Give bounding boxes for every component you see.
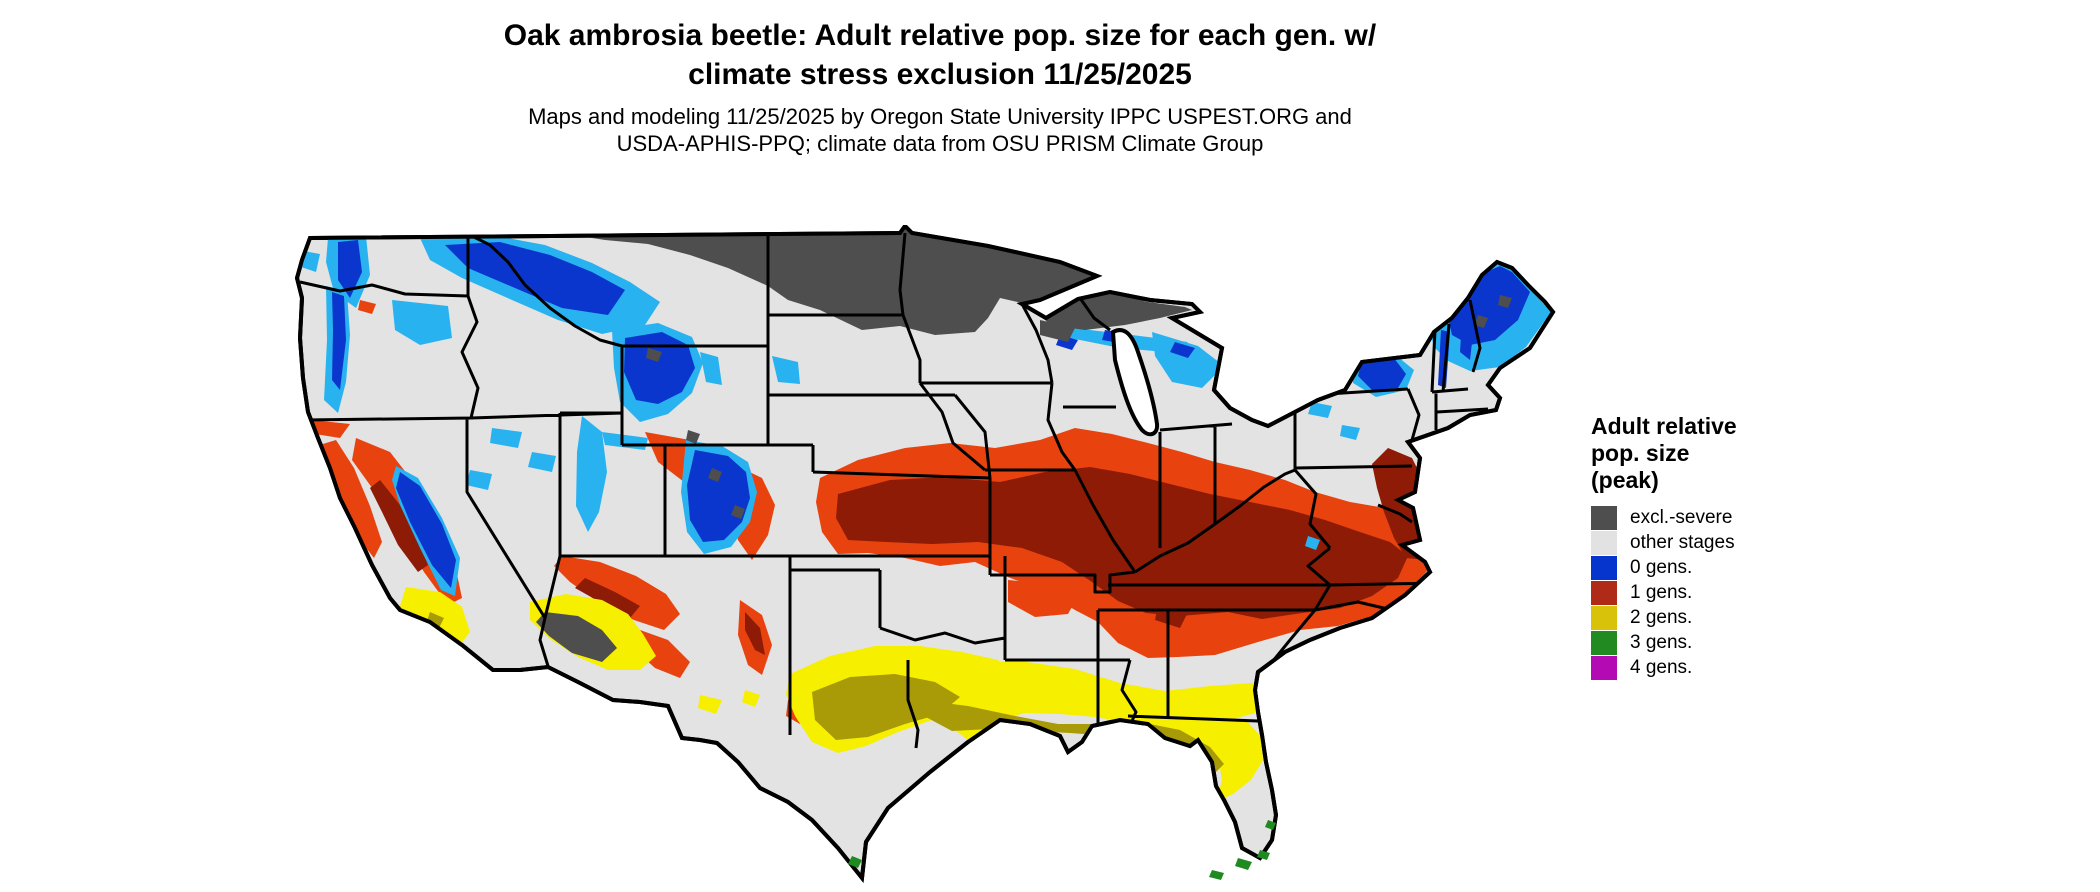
legend-swatch-0-gens: [1591, 555, 1617, 580]
state-borders: [299, 232, 1489, 749]
legend-title-line2: pop. size: [1591, 440, 1690, 466]
legend-label: excl.-severe: [1630, 506, 1733, 528]
lake-michigan: [1110, 328, 1160, 437]
us-map-svg: [295, 224, 1555, 880]
legend-item-3-gens: 3 gens.: [1591, 630, 1891, 655]
regions-1-gens-dark: [370, 448, 1428, 655]
legend: Adult relative pop. size (peak) excl.-se…: [1591, 413, 1891, 680]
regions-0-gens-deep: [332, 240, 1530, 588]
legend-title: Adult relative pop. size (peak): [1591, 413, 1891, 494]
legend-item-0-gens: 0 gens.: [1591, 555, 1891, 580]
legend-label: 2 gens.: [1630, 606, 1693, 628]
legend-label: other stages: [1630, 531, 1735, 553]
legend-item-other-stages: other stages: [1591, 530, 1891, 555]
map-title-line2: climate stress exclusion 11/25/2025: [688, 58, 1192, 91]
legend-label: 3 gens.: [1630, 631, 1693, 653]
legend-swatch-excl-severe: [1591, 505, 1617, 530]
legend-item-2-gens: 2 gens.: [1591, 605, 1891, 630]
legend-item-excl-severe: excl.-severe: [1591, 505, 1891, 530]
legend-items: excl.-severe other stages 0 gens. 1 gens…: [1591, 505, 1891, 680]
legend-item-4-gens: 4 gens.: [1591, 655, 1891, 680]
legend-swatch-1-gens: [1591, 580, 1617, 605]
map-subtitle-line1: Maps and modeling 11/25/2025 by Oregon S…: [528, 104, 1352, 129]
regions-3-gens: [848, 820, 1276, 880]
legend-label: 1 gens.: [1630, 581, 1693, 603]
map-subtitle: Maps and modeling 11/25/2025 by Oregon S…: [0, 103, 1880, 157]
map-layers: [295, 224, 1555, 880]
map-subtitle-line2: USDA-APHIS-PPQ; climate data from OSU PR…: [616, 131, 1264, 156]
legend-swatch-4-gens: [1591, 655, 1617, 680]
legend-label: 4 gens.: [1630, 656, 1693, 678]
legend-swatch-2-gens: [1591, 605, 1617, 630]
legend-swatch-other-stages: [1591, 530, 1617, 555]
us-map: [245, 224, 1565, 885]
legend-item-1-gens: 1 gens.: [1591, 580, 1891, 605]
map-header: Oak ambrosia beetle: Adult relative pop.…: [0, 16, 1880, 157]
legend-title-line3: (peak): [1591, 467, 1659, 493]
legend-title-line1: Adult relative: [1591, 413, 1737, 439]
map-title-line1: Oak ambrosia beetle: Adult relative pop.…: [503, 19, 1377, 52]
legend-label: 0 gens.: [1630, 556, 1693, 578]
legend-swatch-3-gens: [1591, 630, 1617, 655]
